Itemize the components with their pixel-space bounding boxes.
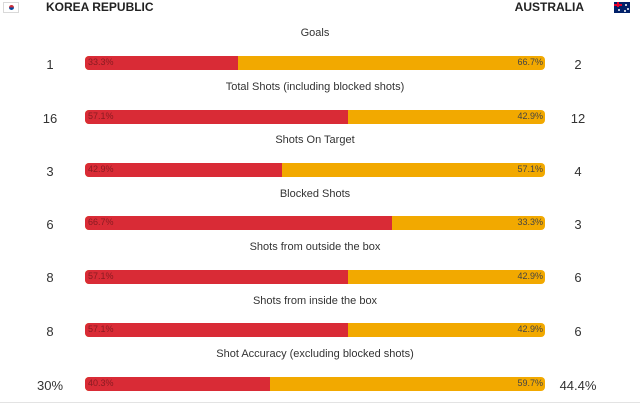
stat-value-right: 6 — [574, 270, 582, 285]
stat-pct-left: 42.9% — [88, 164, 114, 174]
stat-pct-right: 33.3% — [517, 217, 543, 227]
stat-bar-left-fill — [85, 377, 271, 391]
stat-bar-left-fill — [85, 110, 348, 124]
stat-bar-left-fill — [85, 163, 283, 177]
stat-pct-right: 42.9% — [517, 271, 543, 281]
divider — [0, 402, 640, 403]
stat-bar: 42.9% 57.1% — [85, 163, 545, 177]
stat-pct-right: 57.1% — [517, 164, 543, 174]
stat-pct-right: 59.7% — [517, 378, 543, 388]
stat-value-right: 4 — [574, 164, 582, 179]
stat-pct-left: 57.1% — [88, 324, 114, 334]
stat-pct-right: 42.9% — [517, 324, 543, 334]
stat-value-left: 16 — [42, 111, 58, 126]
south-korea-flag-icon — [3, 2, 19, 13]
stat-title: Shots On Target — [275, 134, 355, 146]
team-left-name: KOREA REPUBLIC — [46, 0, 154, 14]
stat-pct-right: 42.9% — [517, 111, 543, 121]
stat-bar-left-fill — [85, 56, 239, 70]
stat-value-right: 6 — [574, 324, 582, 339]
stat-value-left: 3 — [46, 164, 54, 179]
stat-bar: 66.7% 33.3% — [85, 216, 545, 230]
stat-value-right: 44.4% — [559, 378, 597, 393]
stat-title: Shot Accuracy (excluding blocked shots) — [216, 348, 414, 360]
stat-pct-left: 33.3% — [88, 57, 114, 67]
stat-pct-left: 57.1% — [88, 111, 114, 121]
stat-bar-left-fill — [85, 323, 348, 337]
stat-bar: 57.1% 42.9% — [85, 110, 545, 124]
stat-pct-left: 57.1% — [88, 271, 114, 281]
stat-value-right: 12 — [570, 111, 586, 126]
stat-value-right: 2 — [574, 57, 582, 72]
stat-bar-left-fill — [85, 216, 392, 230]
stat-title: Total Shots (including blocked shots) — [225, 81, 405, 93]
stat-bar: 40.3% 59.7% — [85, 377, 545, 391]
stat-title: Shots from inside the box — [252, 295, 378, 307]
team-right-name: AUSTRALIA — [514, 0, 584, 14]
stat-pct-left: 66.7% — [88, 217, 114, 227]
stat-pct-left: 40.3% — [88, 378, 114, 388]
stat-bar: 33.3% 66.7% — [85, 56, 545, 70]
stat-bar: 57.1% 42.9% — [85, 323, 545, 337]
stat-title: Blocked Shots — [279, 188, 351, 200]
match-header: KOREA REPUBLIC AUSTRALIA — [0, 0, 640, 18]
stat-title: Shots from outside the box — [249, 241, 381, 253]
stat-pct-right: 66.7% — [517, 57, 543, 67]
australia-flag-icon — [614, 2, 630, 13]
stat-value-left: 8 — [46, 270, 54, 285]
stat-value-left: 8 — [46, 324, 54, 339]
stat-value-right: 3 — [574, 217, 582, 232]
stat-value-left: 6 — [46, 217, 54, 232]
stat-value-left: 1 — [46, 57, 54, 72]
stat-value-left: 30% — [36, 378, 64, 393]
stat-bar: 57.1% 42.9% — [85, 270, 545, 284]
stat-bar-left-fill — [85, 270, 348, 284]
stat-title: Goals — [300, 27, 330, 39]
